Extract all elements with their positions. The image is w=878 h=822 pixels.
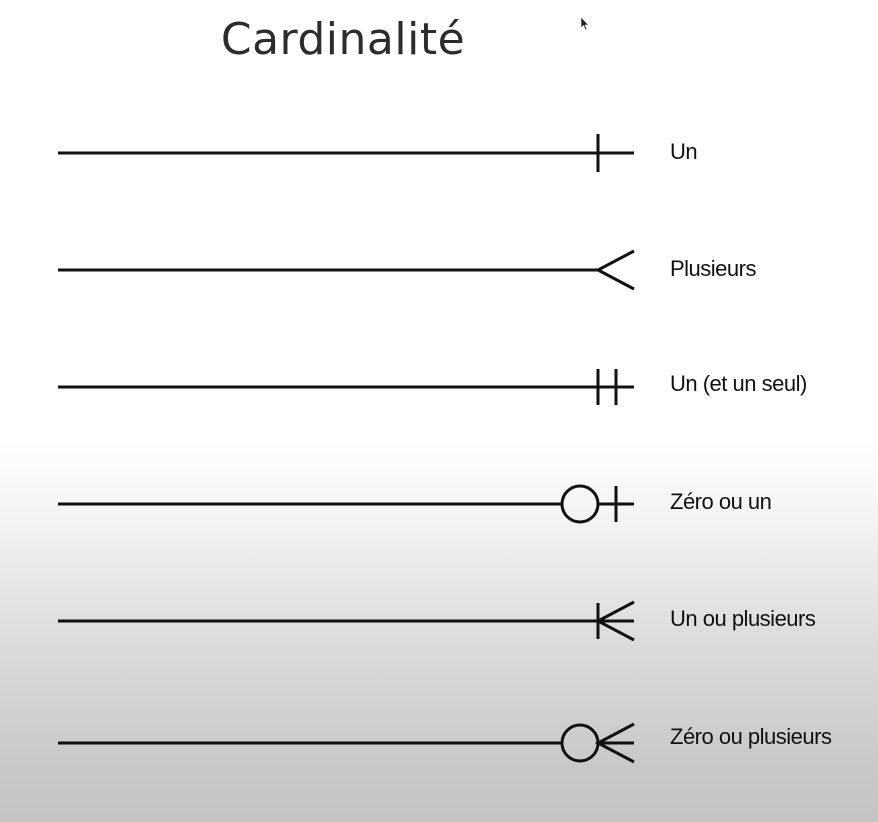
crows-foot xyxy=(594,249,635,291)
label-zero-or-one: Zéro ou un xyxy=(670,489,772,514)
notation-many xyxy=(58,249,635,291)
label-many: Plusieurs xyxy=(670,256,756,281)
label-one: Un xyxy=(670,139,698,164)
zero-circle xyxy=(560,723,600,763)
label-one-or-many: Un ou plusieurs xyxy=(670,606,816,631)
notation-zero-or-many xyxy=(58,722,635,764)
zero-circle xyxy=(560,484,600,524)
crows-foot xyxy=(594,722,635,764)
notation-zero-or-one xyxy=(58,484,634,524)
label-one-and-only-one: Un (et un seul) xyxy=(670,371,807,396)
crows-foot xyxy=(594,600,635,642)
label-zero-or-many: Zéro ou plusieurs xyxy=(670,724,832,749)
mouse-pointer-icon xyxy=(580,16,590,31)
page-title: Cardinalité xyxy=(220,14,466,65)
notation-one-or-many xyxy=(58,600,635,642)
notation-one-and-only-one xyxy=(58,369,634,405)
notation-one xyxy=(58,134,634,172)
